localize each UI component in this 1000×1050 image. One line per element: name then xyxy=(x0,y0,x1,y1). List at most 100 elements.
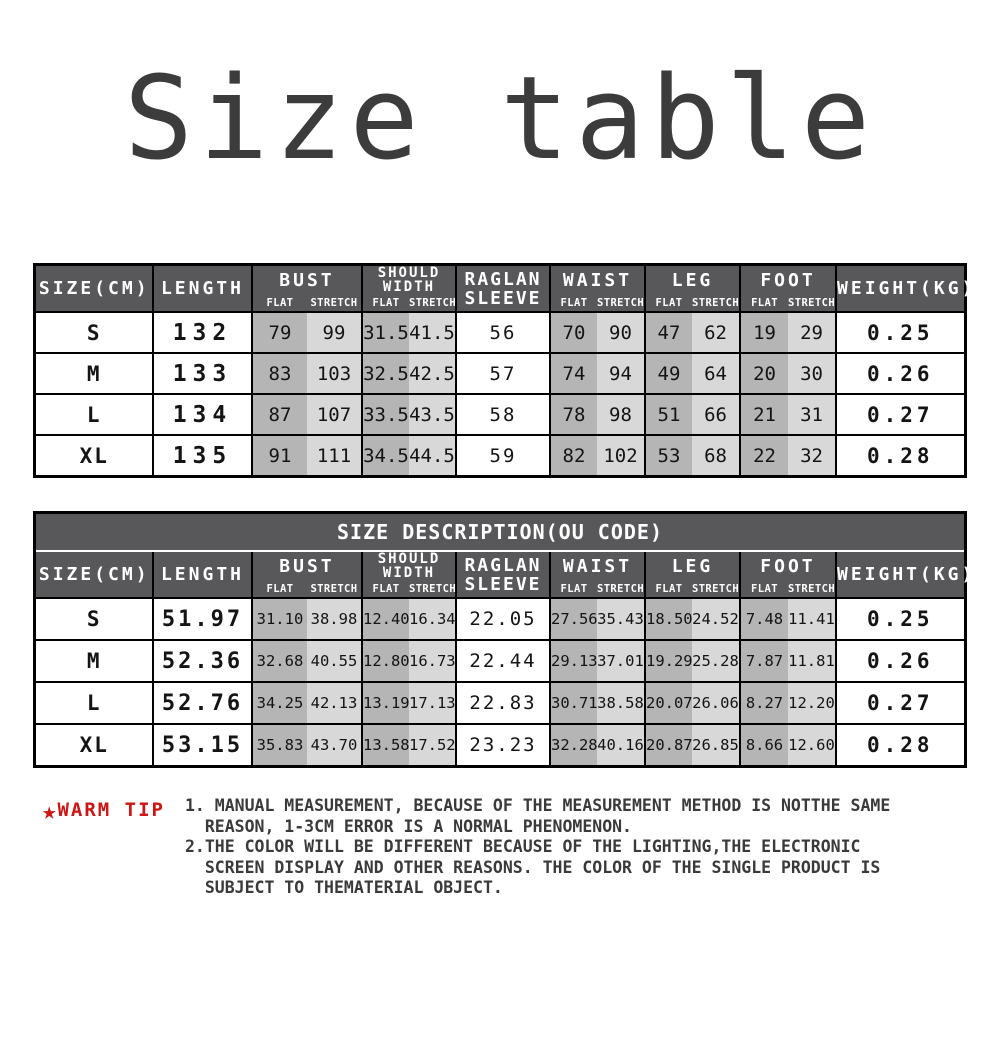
cell-foot-flat: 7.87 xyxy=(738,639,788,682)
cell-bust-flat: 79 xyxy=(250,311,307,353)
header-raglan-line1: RAGLAN xyxy=(464,554,542,576)
cell-should-width-stretch: 17.13 xyxy=(408,681,456,724)
warm-tip-line: 2.THE COLOR WILL BE DIFFERENT BECAUSE OF… xyxy=(184,837,861,856)
cell-foot-stretch: 11.81 xyxy=(787,639,836,682)
cell-length: 133 xyxy=(151,352,252,394)
cell-foot-flat: 8.27 xyxy=(738,681,788,724)
warm-tip-line: 1. MANUAL MEASUREMENT, BECAUSE OF THE ME… xyxy=(184,796,891,815)
cell-foot-stretch: 30 xyxy=(788,352,837,394)
subheader-foot-flat: FLAT xyxy=(739,294,789,312)
header-should-width-line1: SHOULD xyxy=(377,551,441,567)
cell-leg-stretch: 26.85 xyxy=(691,723,740,767)
cell-raglan-sleeve: 23.23 xyxy=(454,723,550,767)
cell-leg-flat: 53 xyxy=(644,434,692,477)
cell-foot-stretch: 31 xyxy=(788,393,837,435)
cell-waist-flat: 70 xyxy=(549,311,597,353)
cell-size: S xyxy=(34,311,153,353)
cell-should-width-stretch: 17.52 xyxy=(408,723,456,767)
cell-should-width-flat: 33.5 xyxy=(360,393,409,435)
header-raglan-line2: SLEEVE xyxy=(464,573,542,595)
header-raglan-line2: SLEEVE xyxy=(464,287,542,309)
header-sub-row: FLAT STRETCH FLAT STRETCH FLAT STRETCH F… xyxy=(35,580,965,598)
cell-waist-stretch: 98 xyxy=(597,393,645,435)
cell-waist-flat: 82 xyxy=(549,434,597,477)
subheader-should-flat: FLAT xyxy=(360,294,409,312)
cell-bust-stretch: 42.13 xyxy=(306,681,362,724)
page-title: Size table xyxy=(123,52,877,186)
cell-length: 132 xyxy=(151,311,252,353)
cell-foot-stretch: 12.20 xyxy=(787,681,836,724)
cell-weight: 0.25 xyxy=(834,597,966,640)
table-row: XL 53.15 35.83 43.70 13.58 17.52 23.23 32.28 40.… xyxy=(34,723,966,767)
cell-leg-stretch: 62 xyxy=(692,311,741,353)
header-foot: FOOT xyxy=(739,264,837,294)
cell-waist-stretch: 94 xyxy=(597,352,645,394)
header-sub-row: FLAT STRETCH FLAT STRETCH FLAT STRETCH F… xyxy=(35,294,965,312)
table-row: S 132 79 99 31.5 41.5 56 70 90 47 62 19 29 0.25 xyxy=(34,311,966,353)
cell-waist-flat: 74 xyxy=(549,352,597,394)
cell-size: M xyxy=(34,639,153,682)
cell-should-width-flat: 34.5 xyxy=(360,434,409,477)
header-leg: LEG xyxy=(643,551,740,580)
cell-foot-flat: 22 xyxy=(739,434,789,477)
warm-tip-line: SUBJECT TO THEMATERIAL OBJECT. xyxy=(184,878,503,897)
cell-weight: 0.27 xyxy=(834,681,966,724)
cell-should-width-flat: 13.58 xyxy=(360,723,410,767)
cell-should-width-stretch: 41.5 xyxy=(408,311,456,353)
cell-length: 135 xyxy=(151,434,252,477)
subheader-waist-flat: FLAT xyxy=(549,294,597,312)
subheader-waist-stretch: STRETCH xyxy=(597,294,645,312)
subheader-bust-flat: FLAT xyxy=(250,294,307,312)
cell-weight: 0.26 xyxy=(835,352,966,394)
cell-bust-stretch: 103 xyxy=(306,352,362,394)
warm-tip-star-icon: ★ xyxy=(42,797,57,825)
subheader-leg-flat: FLAT xyxy=(643,580,692,598)
header-bust: BUST xyxy=(250,551,362,580)
cell-waist-flat: 30.71 xyxy=(548,681,598,724)
header-foot: FOOT xyxy=(738,551,836,580)
cell-leg-stretch: 26.06 xyxy=(691,681,740,724)
table-title-row: SIZE DESCRIPTION(OU CODE) xyxy=(34,512,966,552)
cell-waist-flat: 78 xyxy=(549,393,597,435)
cell-leg-stretch: 68 xyxy=(692,434,741,477)
cell-waist-flat: 27.56 xyxy=(548,597,598,640)
header-should-width-line1: SHOULD xyxy=(377,265,441,281)
cell-weight: 0.26 xyxy=(834,639,966,682)
cell-should-width-flat: 12.80 xyxy=(360,639,410,682)
subheader-bust-stretch: STRETCH xyxy=(306,580,362,598)
cell-should-width-flat: 13.19 xyxy=(360,681,410,724)
header-raglan-line1: RAGLAN xyxy=(464,268,542,290)
header-waist: WAIST xyxy=(548,551,645,580)
warm-tip-line: REASON, 1-3CM ERROR IS A NORMAL PHENOMEN… xyxy=(184,816,632,836)
table-row: L 134 87 107 33.5 43.5 58 78 98 51 66 21 31 0.27 xyxy=(34,393,966,435)
size-chart-page: Size table SIZE(CM) LENGTH BUST SHOULD W… xyxy=(0,50,1000,899)
cell-should-width-stretch: 44.5 xyxy=(408,434,456,477)
cell-bust-stretch: 107 xyxy=(306,393,362,435)
warm-tip-label-text: WARM TIP xyxy=(57,799,165,821)
cell-waist-stretch: 102 xyxy=(597,434,645,477)
header-group-row: SIZE(CM) LENGTH BUST SHOULD WIDTH RAGLAN… xyxy=(34,264,972,312)
cell-leg-flat: 51 xyxy=(644,393,692,435)
cell-size: L xyxy=(34,681,153,724)
header-group-row: SIZE(CM) LENGTH BUST SHOULD WIDTH RAGLAN… xyxy=(34,551,972,598)
cell-waist-stretch: 37.01 xyxy=(596,639,645,682)
cell-size: S xyxy=(34,597,153,640)
subheader-waist-flat: FLAT xyxy=(548,580,597,598)
cell-waist-flat: 29.13 xyxy=(548,639,598,682)
header-size: SIZE(CM) xyxy=(34,551,153,598)
cell-foot-flat: 8.66 xyxy=(738,723,788,767)
cell-bust-stretch: 43.70 xyxy=(306,723,362,767)
cell-leg-stretch: 25.28 xyxy=(691,639,740,682)
cell-bust-flat: 83 xyxy=(250,352,307,394)
subheader-bust-stretch: STRETCH xyxy=(306,294,362,312)
cell-should-width-stretch: 42.5 xyxy=(408,352,456,394)
cell-waist-stretch: 38.58 xyxy=(596,681,645,724)
cell-weight: 0.27 xyxy=(835,393,966,435)
subheader-should-flat: FLAT xyxy=(360,580,409,598)
table-row: M 133 83 103 32.5 42.5 57 74 94 49 64 20 30 0.26 xyxy=(34,352,966,394)
header-waist: WAIST xyxy=(549,264,645,294)
warm-tip-notes: 1. MANUAL MEASUREMENT, BECAUSE OF THE ME… xyxy=(185,796,890,899)
cell-raglan-sleeve: 59 xyxy=(455,434,550,477)
cell-leg-flat: 20.87 xyxy=(643,723,693,767)
subheader-leg-stretch: STRETCH xyxy=(691,580,740,598)
